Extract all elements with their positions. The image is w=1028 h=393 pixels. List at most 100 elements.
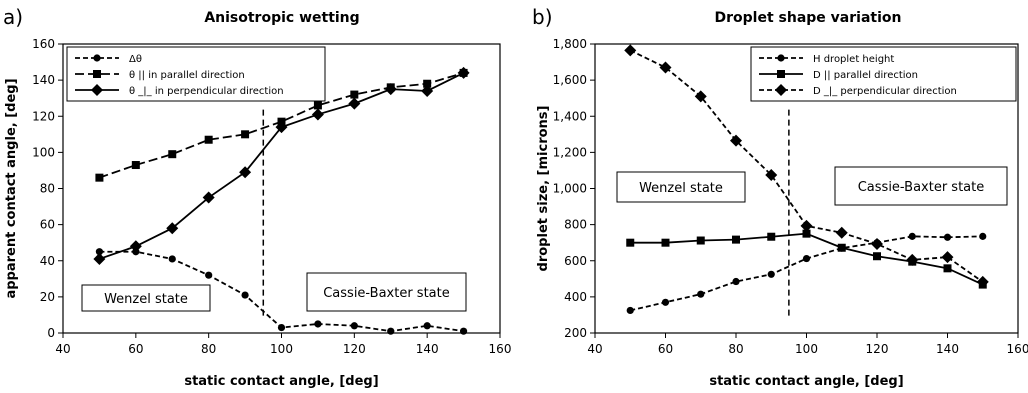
data-point-diamond	[457, 66, 470, 79]
data-point-square	[873, 252, 881, 261]
data-point-square	[732, 235, 740, 244]
x-axis-title: static contact angle, [deg]	[709, 374, 903, 389]
data-point-circle	[423, 322, 431, 330]
data-point-circle	[661, 298, 670, 306]
x-tick-label: 60	[658, 342, 673, 356]
data-point-diamond	[239, 166, 252, 179]
data-point-circle	[350, 322, 358, 330]
data-point-circle	[95, 248, 104, 256]
data-point-diamond	[906, 253, 919, 266]
data-point-diamond	[166, 222, 179, 235]
data-point-circle	[168, 255, 176, 263]
data-point-square	[241, 130, 250, 139]
annotation-box	[834, 166, 1008, 206]
series-line	[99, 72, 464, 179]
x-tick-label: 140	[936, 342, 959, 356]
y-tick-label: 40	[40, 254, 55, 268]
x-tick-label: 40	[55, 342, 70, 356]
y-tick-label: 160	[32, 37, 55, 51]
data-point-diamond	[421, 84, 434, 97]
data-point-diamond	[730, 134, 742, 147]
data-point-circle	[908, 232, 916, 240]
y-tick-label: 200	[564, 326, 587, 340]
data-point-diamond	[835, 226, 848, 239]
annotation-text: Cassie-Baxter state	[323, 286, 450, 301]
data-point-diamond	[129, 240, 142, 253]
legend: H droplet height D || parallel direction D…	[750, 46, 1017, 102]
data-point-circle	[943, 233, 952, 241]
y-tick-label: 60	[40, 218, 55, 232]
data-point-square	[767, 232, 776, 241]
legend: Δθ θ || in parallel direction θ _|_ in per…	[66, 46, 326, 102]
legend-label: θ || in parallel direction	[129, 70, 245, 81]
y-tick-label: 800	[564, 218, 587, 232]
y-tick-label: 120	[32, 109, 55, 123]
y-tick-label: 140	[32, 73, 55, 87]
legend-label: Δθ	[129, 54, 142, 65]
legend-marker-circle	[93, 54, 101, 62]
data-point-circle	[459, 327, 468, 335]
data-point-circle	[241, 291, 249, 299]
series-2	[624, 44, 989, 288]
data-point-square	[837, 243, 846, 252]
panel-label: a)	[3, 5, 23, 29]
data-point-diamond	[202, 191, 215, 204]
y-tick-label: 80	[40, 182, 55, 196]
x-tick-label: 80	[201, 342, 216, 356]
y-tick-label: 100	[32, 145, 55, 159]
y-tick-label: 1,800	[553, 37, 587, 51]
x-tick-label: 120	[343, 342, 366, 356]
series-line	[630, 235, 983, 312]
data-point-circle	[205, 271, 213, 279]
data-point-circle	[626, 306, 634, 315]
legend-label: D _|_ perpendicular direction	[813, 86, 957, 97]
data-point-circle	[802, 254, 811, 263]
data-point-square	[95, 173, 104, 182]
y-tick-label: 20	[40, 290, 55, 304]
data-point-square	[696, 236, 705, 245]
annotation-text: Wenzel state	[639, 181, 723, 196]
legend-label: θ _|_ in perpendicular direction	[129, 86, 284, 97]
x-tick-label: 160	[489, 342, 512, 356]
data-point-circle	[387, 327, 395, 335]
data-point-square	[626, 238, 635, 247]
x-tick-label: 100	[795, 342, 818, 356]
data-point-circle	[767, 270, 775, 278]
data-point-circle	[732, 277, 740, 286]
data-point-diamond	[348, 97, 361, 110]
data-point-diamond	[624, 44, 637, 57]
chart-panel-a: a) Anisotropic wetting 40 60 80 100 120 140 160 0…	[3, 5, 511, 389]
x-tick-label: 80	[728, 342, 743, 356]
y-tick-label: 1,400	[553, 109, 587, 123]
annotation-box	[306, 272, 467, 312]
y-tick-label: 1,000	[553, 182, 587, 196]
y-tick-label: 1,200	[553, 145, 587, 159]
data-point-diamond	[800, 219, 813, 232]
legend-marker-diamond	[775, 84, 787, 96]
x-tick-label: 60	[128, 342, 143, 356]
x-axis-title: static contact angle, [deg]	[184, 374, 378, 389]
y-axis-title: droplet size, [microns]	[536, 106, 551, 272]
data-point-square	[168, 150, 177, 159]
series-0	[95, 248, 468, 335]
data-point-square	[131, 161, 140, 170]
legend-marker-square	[93, 70, 101, 78]
chart-title: Droplet shape variation	[715, 10, 902, 26]
data-point-square	[204, 135, 213, 144]
chart-title: Anisotropic wetting	[204, 10, 359, 26]
legend-marker-square	[777, 70, 785, 78]
data-point-circle	[979, 232, 987, 240]
annotation-text: Wenzel state	[104, 292, 188, 307]
data-point-diamond	[93, 252, 106, 265]
annotation-box	[81, 284, 211, 312]
legend-label: D || parallel direction	[813, 70, 918, 81]
data-point-square	[661, 238, 670, 247]
series-2	[93, 66, 470, 265]
data-point-diamond	[311, 108, 324, 121]
y-tick-label: 400	[564, 290, 587, 304]
data-point-diamond	[384, 83, 397, 96]
chart-panel-b: b) Droplet shape variation 40 60 80 100 120 140…	[532, 5, 1028, 389]
data-point-square	[943, 264, 952, 273]
legend-marker-diamond	[91, 84, 103, 96]
